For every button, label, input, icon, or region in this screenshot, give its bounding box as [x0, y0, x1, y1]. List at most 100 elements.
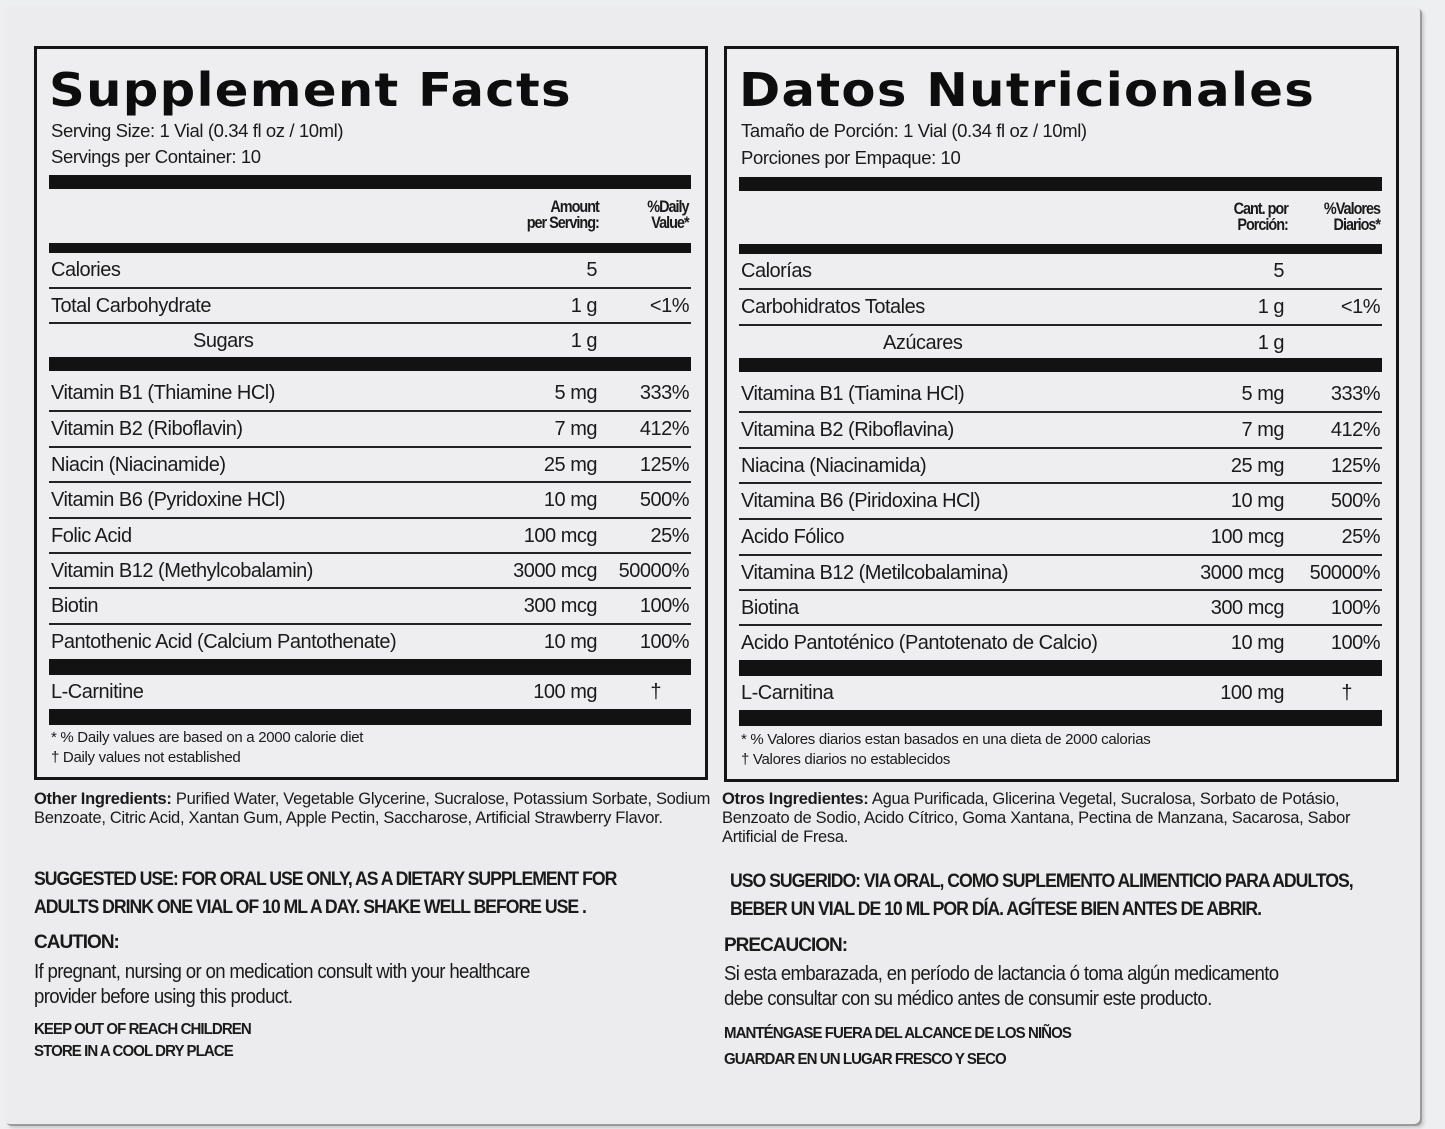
table-row: Niacina (Niacinamida) 25 mg 125% — [741, 449, 1382, 484]
divider-thick — [739, 177, 1382, 191]
nutrient-name: Niacina (Niacinamida) — [741, 455, 927, 477]
nutrient-name: Carbohidratos Totales — [741, 296, 925, 318]
table-row: Vitamin B6 (Pyridoxine HCl) 10 mg 500% — [51, 483, 691, 518]
nutrient-name: Biotina — [741, 597, 799, 619]
divider-thick — [739, 358, 1382, 372]
uso-sugerido: USO SUGERIDO: VIA ORAL, COMO SUPLEMENTO … — [730, 868, 1354, 924]
table-row: L-Carnitina 100 mg † — [741, 676, 1382, 711]
nutrient-name: Vitamin B6 (Pyridoxine HCl) — [51, 489, 286, 511]
nutrient-amount: 1 g — [570, 330, 598, 352]
footnote-daily-values: * % Daily values are based on a 2000 cal… — [51, 729, 364, 746]
storage-line1: KEEP OUT OF REACH CHILDREN — [34, 1021, 252, 1038]
nutrient-amount: 300 mcg — [523, 595, 598, 617]
row-divider — [739, 554, 1382, 556]
storage-warnings: KEEP OUT OF REACH CHILDREN STORE IN A CO… — [34, 1019, 252, 1063]
header-amount-line1: Amount — [550, 197, 600, 216]
suggested-use: SUGGESTED USE: FOR ORAL USE ONLY, AS A D… — [34, 866, 617, 922]
table-row: Vitamina B12 (Metilcobalamina) 3000 mcg 50… — [741, 556, 1382, 591]
nutrient-amount: 1 g — [1257, 296, 1285, 318]
supplement-facts-panel: Supplement Facts Serving Size: 1 Vial (0… — [34, 46, 708, 780]
row-divider — [49, 322, 691, 324]
table-row: Vitamina B1 (Tiamina HCl) 5 mg 333% — [741, 377, 1382, 412]
row-divider — [49, 587, 691, 589]
table-row: Vitamin B12 (Methylcobalamin) 3000 mcg 500… — [51, 554, 691, 589]
nutrient-name: Sugars — [193, 330, 254, 352]
nutrient-name: Vitamin B2 (Riboflavin) — [51, 418, 243, 440]
nutrient-amount: 3000 mcg — [513, 560, 597, 582]
nutrient-amount: 100 mcg — [1210, 526, 1285, 548]
nutrient-dv: 500% — [1330, 490, 1381, 512]
ingredients-text: Purified Water, Vegetable Glycerine, Suc… — [34, 790, 711, 827]
table-row: Carbohidratos Totales 1 g <1% — [741, 290, 1382, 325]
nutrient-dv: 25% — [650, 525, 689, 547]
row-divider — [739, 411, 1382, 413]
nutrient-dv: 100% — [639, 631, 690, 653]
serving-size: Serving Size: 1 Vial (0.34 fl oz / 10ml) — [51, 120, 344, 141]
nutrient-name: L-Carnitina — [741, 682, 834, 704]
row-divider — [49, 446, 691, 448]
nutrient-amount: 1 g — [570, 295, 598, 317]
nutrient-dv: † — [650, 681, 661, 703]
footnote-not-established: † Valores diarios no establecidos — [741, 751, 951, 768]
caution-title: CAUTION: — [34, 932, 120, 953]
nutrient-dv: 412% — [639, 418, 690, 440]
table-row: Pantothenic Acid (Calcium Pantothenate) 1… — [51, 625, 691, 660]
nutrient-dv: <1% — [1340, 296, 1381, 318]
table-row: Sugars 1 g — [51, 324, 691, 359]
serving-size: Tamaño de Porción: 1 Vial (0.34 fl oz / … — [741, 120, 1087, 141]
caution-text: Si esta embarazada, en período de lactan… — [724, 962, 1279, 1012]
nutrient-amount: 25 mg — [1230, 455, 1285, 477]
nutrient-amount: 10 mg — [543, 489, 598, 511]
row-divider — [49, 410, 691, 412]
nutrient-name: Niacin (Niacinamide) — [51, 454, 226, 476]
divider-thick — [49, 659, 691, 675]
row-divider — [739, 447, 1382, 449]
nutrient-name: Folic Acid — [51, 525, 132, 547]
nutrient-name: Vitamina B1 (Tiamina HCl) — [741, 383, 965, 405]
divider-thick — [739, 660, 1382, 676]
row-divider — [49, 481, 691, 483]
row-divider — [49, 552, 691, 554]
nutrient-name: Calorías — [741, 260, 812, 282]
row-divider — [739, 324, 1382, 326]
nutrient-amount: 10 mg — [1230, 490, 1285, 512]
nutrient-amount: 10 mg — [1230, 632, 1285, 654]
ingredients-label: Other Ingredients: — [34, 790, 172, 808]
header-dv-line2: Value* — [651, 213, 690, 232]
row-divider — [739, 518, 1382, 520]
storage-line1: MANTÉNGASE FUERA DEL ALCANCE DE LOS NIÑO… — [724, 1025, 1072, 1042]
nutrient-dv: 100% — [1330, 597, 1381, 619]
nutrient-name: Total Carbohydrate — [51, 295, 211, 317]
nutrient-name: Vitamina B6 (Piridoxina HCl) — [741, 490, 981, 512]
header-dv-line1: %Daily — [647, 197, 690, 216]
row-divider — [739, 589, 1382, 591]
row-divider — [739, 624, 1382, 626]
otros-ingredientes: Otros Ingredientes: Agua Purificada, Gli… — [722, 790, 1394, 847]
panel-title: Datos Nutricionales — [739, 63, 1316, 117]
storage-line2: GUARDAR EN UN LUGAR FRESCO Y SECO — [724, 1051, 1007, 1068]
nutrient-amount: 100 mg — [533, 681, 597, 703]
nutrient-name: Acido Pantoténico (Pantotenato de Calcio… — [741, 632, 1098, 654]
header-amount-line2: per Serving: — [526, 213, 600, 232]
nutrient-dv: <1% — [649, 295, 690, 317]
header-amount-line2: Porción: — [1237, 215, 1289, 234]
nutrient-amount: 5 mg — [1241, 383, 1285, 405]
table-row: Vitamina B2 (Riboflavina) 7 mg 412% — [741, 413, 1382, 448]
divider-thick — [739, 244, 1382, 254]
caution-title: PRECAUCION: — [724, 935, 848, 956]
nutrient-name: Vitamina B12 (Metilcobalamina) — [741, 562, 1008, 584]
nutrient-amount: 5 mg — [554, 382, 598, 404]
other-ingredients: Other Ingredients: Purified Water, Veget… — [34, 790, 724, 828]
nutrient-name: Acido Fólico — [741, 526, 844, 548]
divider-thick — [49, 709, 691, 725]
nutrient-name: Biotin — [51, 595, 99, 617]
header-daily-value: %Valores Diarios* — [1324, 200, 1381, 233]
nutrient-amount: 5 — [586, 259, 597, 281]
caution-line2: debe consultar con su médico antes de co… — [724, 988, 1212, 1010]
nutrient-name: Calories — [51, 259, 121, 281]
caution-text: If pregnant, nursing or on medication co… — [34, 960, 530, 1010]
nutrient-amount: 7 mg — [554, 418, 598, 440]
table-row: Biotin 300 mcg 100% — [51, 589, 691, 624]
row-divider — [739, 288, 1382, 290]
table-row: Calories 5 — [51, 253, 691, 288]
